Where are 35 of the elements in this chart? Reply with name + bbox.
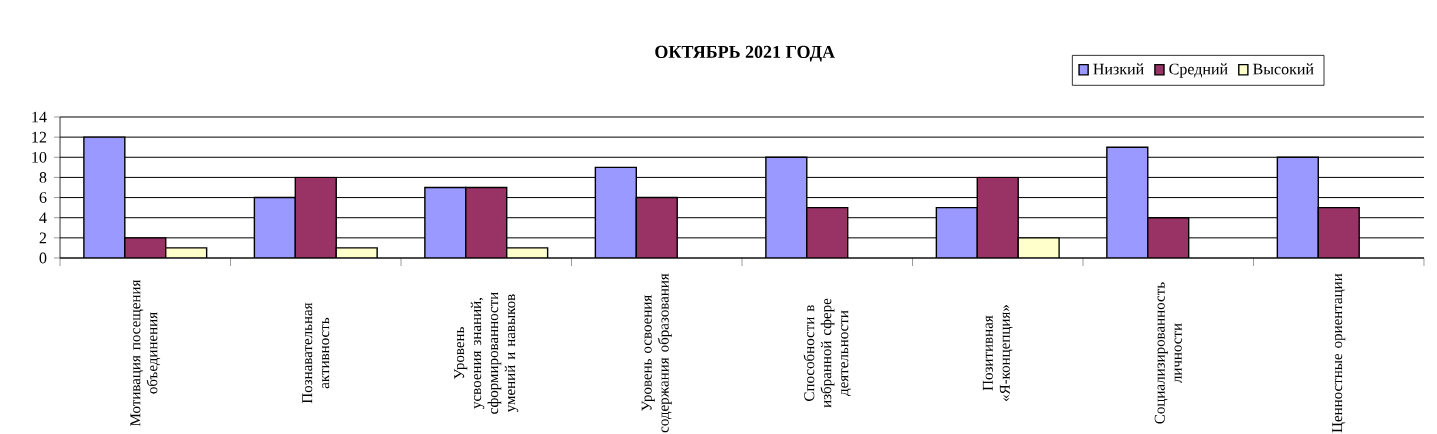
x-tick-label: Мотивация посещения объединения	[130, 279, 161, 427]
y-tick-label: 14	[32, 111, 47, 123]
bar	[1276, 156, 1319, 258]
bar	[976, 176, 1019, 258]
bar	[806, 206, 849, 258]
legend-label: Средний	[1169, 63, 1228, 78]
bar	[424, 186, 467, 258]
y-tick-label: 8	[39, 172, 47, 183]
bar	[1106, 146, 1149, 258]
x-tick-label: Познавательная активность	[302, 302, 330, 404]
y-tick-label: 4	[39, 212, 47, 223]
y-tick-label: 2	[39, 232, 47, 244]
x-tick-label: Уровень усвоения знаний, сформированности умений и навыков	[454, 292, 519, 414]
bar	[1317, 206, 1360, 258]
chart-title: ОКТЯБРЬ 2021 ГОДА	[655, 45, 835, 62]
legend-label: Низкий	[1093, 63, 1144, 75]
x-tick-label: Ценностные ориентации	[1332, 273, 1346, 433]
y-tick-label: 6	[39, 192, 47, 203]
bar	[635, 196, 678, 258]
x-tick-label: Уровень освоения содержания образования	[641, 273, 672, 433]
bar	[253, 196, 296, 258]
bar	[765, 156, 808, 258]
legend-label: Высокий	[1253, 63, 1314, 75]
y-tick-label: 12	[32, 131, 47, 143]
bar	[294, 176, 337, 258]
bar	[935, 206, 978, 258]
x-tick-label: Позитивная «Я-концепция»	[982, 305, 1013, 402]
y-tick-label: 10	[32, 151, 47, 163]
bar	[465, 186, 508, 258]
bar	[83, 136, 126, 258]
x-tick-label: Способности в избранной сфере деятельности	[803, 298, 852, 408]
bar	[1147, 217, 1190, 258]
y-tick-label: 0	[39, 252, 47, 264]
bar	[594, 166, 637, 258]
x-tick-label: Социализированность личности	[1154, 282, 1182, 424]
